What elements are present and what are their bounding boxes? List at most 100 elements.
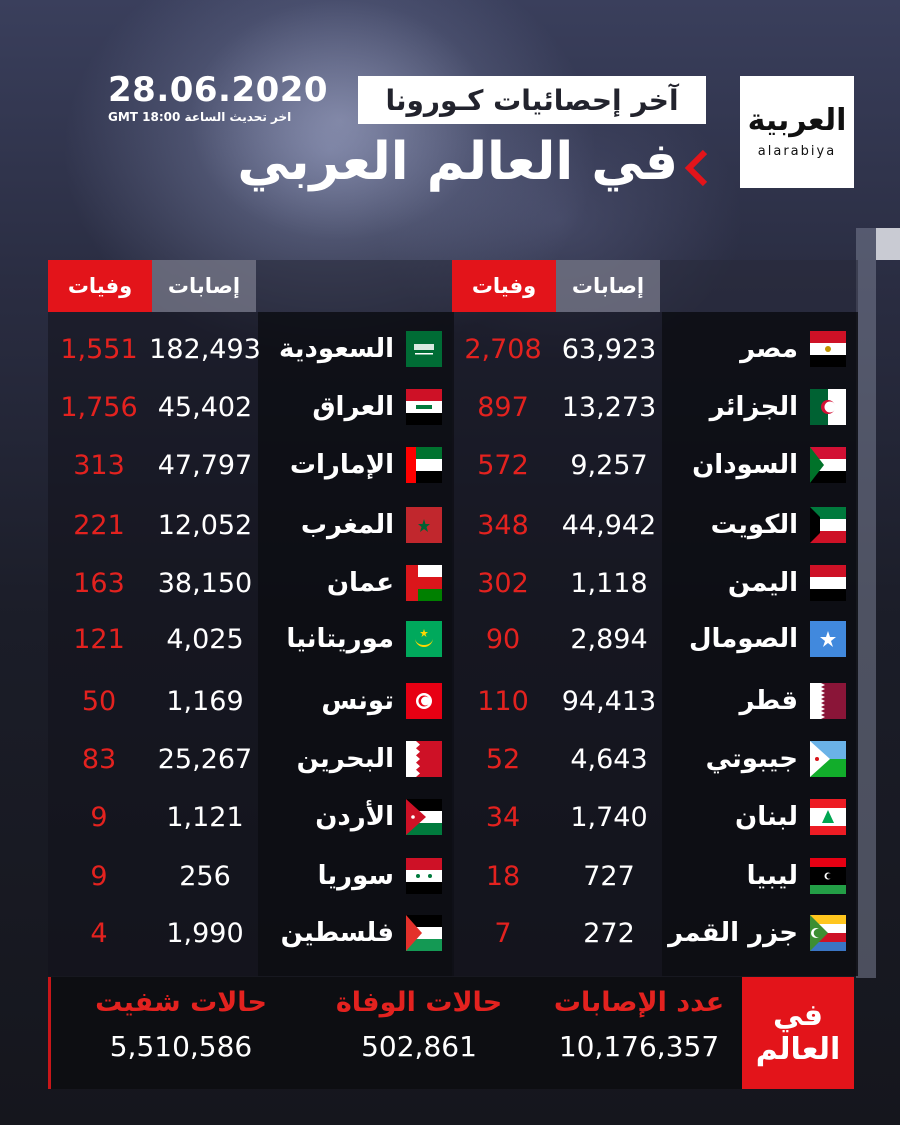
- cases-value: 1,118: [570, 567, 648, 599]
- flag-mauritania-icon: [406, 621, 442, 657]
- table-row: 1,756 45,402 العراق: [48, 387, 454, 427]
- table-row: 7 272 جزر القمر: [452, 913, 858, 953]
- country-name: عمان: [326, 568, 394, 598]
- country-name: تونس: [321, 686, 394, 716]
- flag-tunisia-icon: [406, 683, 442, 719]
- alarabiya-logo: العربية alarabiya: [740, 76, 854, 188]
- cases-value: 1,121: [166, 801, 244, 833]
- deaths-value: 4: [90, 917, 108, 949]
- flag-oman-icon: [406, 565, 442, 601]
- table-row: 50 1,169 تونس: [48, 681, 454, 721]
- deaths-value: 221: [73, 509, 125, 541]
- deaths-value: 897: [477, 391, 529, 423]
- flag-algeria-icon: [810, 389, 846, 425]
- country-name: سوريا: [317, 861, 394, 891]
- badge-line-1: في: [773, 997, 823, 1033]
- country-name: قطر: [739, 686, 798, 716]
- cases-value: 45,402: [157, 391, 253, 423]
- country-name: الأردن: [315, 802, 394, 832]
- deaths-value: 1,756: [60, 391, 138, 423]
- cases-value: 727: [583, 860, 635, 892]
- flag-libya-icon: [810, 858, 846, 894]
- country-name: الإمارات: [289, 450, 394, 480]
- deaths-stat: حالات الوفاة 502,861: [319, 987, 519, 1063]
- table-row: 572 9,257 السودان: [452, 445, 858, 485]
- deaths-value: 90: [485, 623, 521, 655]
- world-deaths-label: حالات الوفاة: [335, 987, 503, 1018]
- deaths-value: 50: [81, 685, 117, 717]
- world-summary: حالات شفيت 5,510,586 حالات الوفاة 502,86…: [48, 977, 854, 1089]
- recovered-label: حالات شفيت: [95, 987, 267, 1018]
- flag-somalia-icon: [810, 621, 846, 657]
- header-spacer: [256, 260, 454, 312]
- table-row: 9 256 سوريا: [48, 856, 454, 896]
- cases-value: 1,740: [570, 801, 648, 833]
- recovered-value: 5,510,586: [109, 1030, 253, 1063]
- cases-value: 44,942: [561, 509, 657, 541]
- date-label: 28.06.2020: [108, 70, 329, 110]
- country-name: السعودية: [279, 334, 394, 364]
- deaths-value: 348: [477, 509, 529, 541]
- subtitle-banner: آخر إحصائيات كـورونا: [358, 76, 706, 124]
- country-name: جزر القمر: [668, 918, 798, 948]
- cases-value: 25,267: [157, 743, 253, 775]
- country-name: جيبوتي: [705, 744, 798, 774]
- cases-value: 4,643: [570, 743, 648, 775]
- deaths-value: 7: [494, 917, 512, 949]
- country-name: السودان: [692, 450, 798, 480]
- cases-value: 94,413: [561, 685, 657, 717]
- flag-iraq-icon: [406, 389, 442, 425]
- last-update-label: اخر تحديث الساعة GMT 18:00: [108, 110, 292, 124]
- deaths-value: 313: [73, 449, 125, 481]
- table-row: 2,708 63,923 مصر: [452, 329, 858, 369]
- country-name: الجزائر: [709, 392, 798, 422]
- in-the-world-badge: في العالم: [742, 977, 854, 1089]
- cases-value: 9,257: [570, 449, 648, 481]
- cases-stat: عدد الإصابات 10,176,357: [539, 987, 739, 1063]
- cases-value: 47,797: [157, 449, 253, 481]
- background-violinist-image: [140, 0, 560, 300]
- table-row: 83 25,267 البحرين: [48, 739, 454, 779]
- flag-jordan-icon: [406, 799, 442, 835]
- deaths-value: 302: [477, 567, 529, 599]
- flag-qatar-icon: [810, 683, 846, 719]
- country-name: المغرب: [300, 510, 394, 540]
- table-row: 897 13,273 الجزائر: [452, 387, 858, 427]
- flag-saudi-arabia-icon: [406, 331, 442, 367]
- country-name: موريتانيا: [286, 624, 394, 654]
- logo-latin: alarabiya: [757, 143, 837, 159]
- table-row: 302 1,118 اليمن: [452, 563, 858, 603]
- deaths-column-header: وفيات: [452, 260, 556, 312]
- deaths-column-header: وفيات: [48, 260, 152, 312]
- cases-value: 38,150: [157, 567, 253, 599]
- table-row: 110 94,413 قطر: [452, 681, 858, 721]
- right-table: وفيات إصابات 2,708 63,923 مصر 897 13,273 الجز…: [452, 260, 858, 976]
- table-header: وفيات إصابات: [452, 260, 858, 312]
- logo-arabic: العربية: [747, 102, 847, 138]
- table-row: 313 47,797 الإمارات: [48, 445, 454, 485]
- deaths-value: 9: [90, 801, 108, 833]
- deaths-value: 34: [485, 801, 521, 833]
- cases-value: 4,025: [166, 623, 244, 655]
- chevron-left-icon: [684, 149, 708, 187]
- cases-column-header: إصابات: [152, 260, 256, 312]
- flag-kuwait-icon: [810, 507, 846, 543]
- deaths-value: 9: [90, 860, 108, 892]
- table-body: 2,708 63,923 مصر 897 13,273 الجزائر 572 9,257 ال…: [452, 312, 858, 976]
- country-name: مصر: [740, 334, 798, 364]
- flag-bahrain-icon: [406, 741, 442, 777]
- country-name: الصومال: [688, 624, 798, 654]
- country-name: الكويت: [710, 510, 798, 540]
- cases-value: 13,273: [561, 391, 657, 423]
- deaths-value: 52: [485, 743, 521, 775]
- cases-value: 272: [583, 917, 635, 949]
- cases-column-header: إصابات: [556, 260, 660, 312]
- cases-value: 1,169: [166, 685, 244, 717]
- cases-value: 63,923: [561, 333, 657, 365]
- table-row: 121 4,025 موريتانيا: [48, 619, 454, 659]
- flag-lebanon-icon: [810, 799, 846, 835]
- flag-yemen-icon: [810, 565, 846, 601]
- flag-sudan-icon: [810, 447, 846, 483]
- country-name: ليبيا: [746, 861, 798, 891]
- cases-value: 182,493: [149, 333, 261, 365]
